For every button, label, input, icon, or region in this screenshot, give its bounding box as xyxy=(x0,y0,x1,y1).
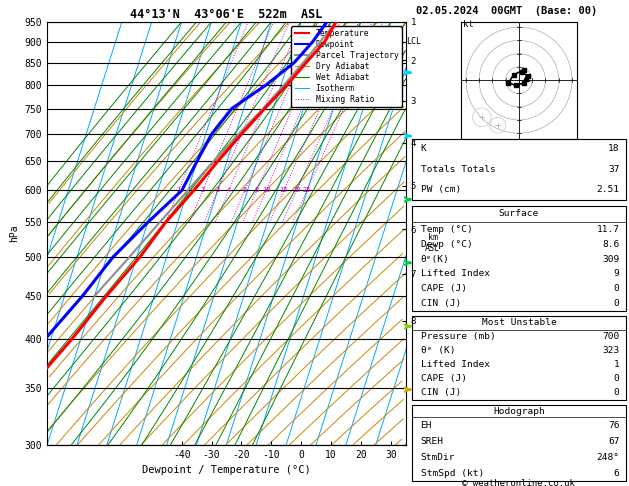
Text: 6: 6 xyxy=(243,188,247,193)
Text: 4: 4 xyxy=(226,188,231,193)
Text: 2: 2 xyxy=(201,188,205,193)
Text: 1: 1 xyxy=(614,360,620,369)
Bar xyxy=(412,316,626,399)
Text: 0: 0 xyxy=(614,284,620,293)
Text: 8: 8 xyxy=(255,188,259,193)
Text: 67: 67 xyxy=(608,436,620,446)
Text: LCL: LCL xyxy=(406,37,421,46)
Text: CAPE (J): CAPE (J) xyxy=(421,284,467,293)
Text: Surface: Surface xyxy=(499,209,539,219)
Text: 10: 10 xyxy=(262,188,270,193)
Text: PW (cm): PW (cm) xyxy=(421,185,461,194)
Text: 0: 0 xyxy=(614,388,620,397)
Y-axis label: hPa: hPa xyxy=(9,225,19,242)
Bar xyxy=(412,405,626,481)
Text: 323: 323 xyxy=(602,346,620,355)
Text: θᵉ(K): θᵉ(K) xyxy=(421,255,449,264)
Text: θᵉ (K): θᵉ (K) xyxy=(421,346,455,355)
Text: 8.6: 8.6 xyxy=(602,240,620,249)
Text: StmSpd (kt): StmSpd (kt) xyxy=(421,469,484,478)
Text: 1: 1 xyxy=(177,188,181,193)
Title: 44°13'N  43°06'E  522m  ASL: 44°13'N 43°06'E 522m ASL xyxy=(130,8,323,21)
Text: K: K xyxy=(421,144,426,153)
Text: 700: 700 xyxy=(602,332,620,341)
Text: CIN (J): CIN (J) xyxy=(421,299,461,308)
Text: © weatheronline.co.uk: © weatheronline.co.uk xyxy=(462,479,576,486)
Text: 11.7: 11.7 xyxy=(596,226,620,234)
Text: CAPE (J): CAPE (J) xyxy=(421,374,467,383)
Text: 248°: 248° xyxy=(596,452,620,462)
Text: Most Unstable: Most Unstable xyxy=(482,318,556,328)
Text: StmDir: StmDir xyxy=(421,452,455,462)
Text: Pressure (mb): Pressure (mb) xyxy=(421,332,495,341)
Text: 15: 15 xyxy=(279,188,288,193)
Text: 20: 20 xyxy=(292,188,301,193)
Text: 0: 0 xyxy=(614,374,620,383)
Text: 9: 9 xyxy=(614,269,620,278)
Bar xyxy=(412,139,626,200)
Legend: Temperature, Dewpoint, Parcel Trajectory, Dry Adiabat, Wet Adiabat, Isotherm, Mi: Temperature, Dewpoint, Parcel Trajectory… xyxy=(291,26,402,107)
Text: Lifted Index: Lifted Index xyxy=(421,269,489,278)
Y-axis label: km
ASL: km ASL xyxy=(425,233,440,253)
Text: 3: 3 xyxy=(216,188,220,193)
Text: 76: 76 xyxy=(608,421,620,430)
Text: 25: 25 xyxy=(303,188,311,193)
X-axis label: Dewpoint / Temperature (°C): Dewpoint / Temperature (°C) xyxy=(142,465,311,475)
Text: Totals Totals: Totals Totals xyxy=(421,165,495,174)
Bar xyxy=(412,206,626,311)
Text: 02.05.2024  00GMT  (Base: 00): 02.05.2024 00GMT (Base: 00) xyxy=(416,6,598,16)
Text: kt: kt xyxy=(463,20,474,29)
Text: SREH: SREH xyxy=(421,436,443,446)
Text: Temp (°C): Temp (°C) xyxy=(421,226,472,234)
Text: 18: 18 xyxy=(608,144,620,153)
Text: 0: 0 xyxy=(614,299,620,308)
Text: 6: 6 xyxy=(614,469,620,478)
Text: Hodograph: Hodograph xyxy=(493,407,545,416)
Text: 37: 37 xyxy=(608,165,620,174)
Text: CIN (J): CIN (J) xyxy=(421,388,461,397)
Text: Lifted Index: Lifted Index xyxy=(421,360,489,369)
Text: 2.51: 2.51 xyxy=(596,185,620,194)
Text: 309: 309 xyxy=(602,255,620,264)
Text: EH: EH xyxy=(421,421,432,430)
Text: Dewp (°C): Dewp (°C) xyxy=(421,240,472,249)
